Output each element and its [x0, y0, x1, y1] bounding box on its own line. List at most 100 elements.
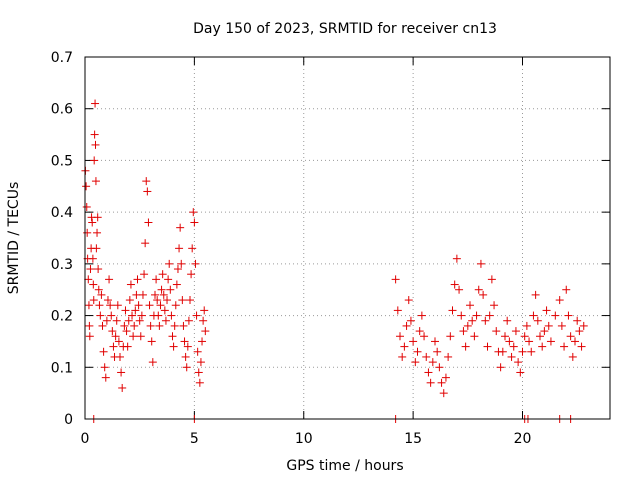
data-point-early-pass-38 [108, 327, 117, 336]
data-point-early-pass-109 [186, 296, 194, 305]
grid-layer [85, 57, 610, 419]
data-point-late-pass-77 [564, 311, 573, 320]
data-point-late-pass-67 [538, 342, 547, 351]
data-point-early-pass-77 [151, 290, 159, 299]
data-point-early-pass-95 [170, 321, 179, 330]
data-point-early-pass-8 [85, 332, 94, 341]
data-point-early-pass-37 [107, 311, 116, 320]
data-point-early-pass-108 [184, 316, 193, 325]
y-tick-label-6: 0.6 [51, 102, 73, 118]
data-point-early-pass-114 [191, 259, 200, 268]
data-point-late-pass-35 [468, 316, 477, 325]
data-point-early-pass-89 [164, 275, 173, 284]
data-point-late-pass-34 [466, 301, 474, 310]
data-point-late-pass-27 [450, 280, 459, 289]
data-point-late-pass-78 [566, 332, 575, 341]
data-point-late-pass-36 [470, 332, 479, 341]
data-point-early-pass-12 [88, 218, 97, 227]
data-point-early-pass-119 [196, 358, 205, 367]
data-point-early-pass-41 [111, 332, 120, 341]
data-point-early-pass-54 [125, 296, 134, 305]
data-point-late-pass-38 [474, 285, 483, 294]
data-point-early-pass-120 [198, 337, 207, 346]
data-point-late-pass-82 [575, 327, 584, 336]
data-point-early-pass-105 [181, 352, 190, 361]
data-point-late-pass-81 [573, 316, 582, 325]
data-point-late-pass-31 [459, 327, 468, 336]
data-point-early-pass-75 [148, 358, 157, 367]
data-point-late-pass-56 [514, 358, 523, 367]
data-point-late-pass-51 [503, 316, 512, 325]
data-point-late-pass-59 [520, 332, 529, 341]
data-point-early-pass-91 [166, 285, 175, 294]
data-point-late-pass-74 [557, 321, 566, 330]
data-point-early-pass-7 [85, 321, 94, 330]
data-point-early-pass-23 [93, 213, 102, 222]
data-point-late-pass-41 [481, 316, 490, 325]
data-point-early-pass-88 [163, 296, 172, 305]
y-tick-label-1: 0.1 [51, 360, 73, 376]
data-point-late-pass-24 [444, 352, 453, 361]
data-point-late-pass-45 [490, 301, 499, 310]
data-point-late-pass-53 [507, 352, 516, 361]
data-point-early-pass-56 [128, 311, 137, 320]
data-point-early-pass-26 [95, 301, 104, 310]
data-point-late-pass-37 [472, 311, 481, 320]
data-point-late-pass-0 [391, 275, 400, 284]
data-point-late-pass-57 [516, 368, 525, 377]
data-point-early-pass-6 [84, 301, 93, 310]
data-point-early-pass-106 [182, 363, 191, 372]
data-point-early-pass-72 [145, 301, 154, 310]
data-point-early-pass-46 [117, 368, 126, 377]
data-point-early-pass-84 [158, 270, 167, 279]
data-point-late-pass-80 [571, 337, 579, 346]
data-point-early-pass-24 [94, 265, 103, 274]
plot-frame [84, 56, 611, 420]
data-point-late-pass-63 [529, 311, 538, 320]
data-point-late-pass-46 [492, 327, 501, 336]
data-point-late-pass-4 [400, 342, 409, 351]
x-tick-label-2: 10 [295, 431, 313, 447]
data-point-late-pass-33 [463, 321, 472, 330]
data-point-early-pass-47 [118, 383, 127, 392]
data-point-late-pass-18 [431, 337, 439, 346]
data-point-late-pass-9 [411, 358, 420, 367]
data-point-early-pass-19 [91, 140, 100, 149]
data-point-late-pass-3 [398, 352, 407, 361]
data-point-early-pass-16 [90, 156, 99, 165]
x-tick-label-3: 15 [404, 431, 422, 447]
data-point-late-pass-14 [422, 352, 431, 361]
data-point-late-pass-2 [396, 332, 404, 341]
data-point-early-pass-18 [91, 99, 100, 108]
data-point-late-pass-6 [404, 296, 413, 305]
ticks-layer: 0 5 10 15 20 0 0.1 0.2 0.3 0.4 0.5 0.6 0.7 [51, 50, 610, 447]
data-point-early-pass-85 [159, 290, 168, 299]
data-point-early-pass-44 [114, 337, 123, 346]
data-point-early-pass-73 [146, 321, 155, 330]
data-point-early-pass-100 [176, 223, 185, 232]
data-point-early-pass-1 [82, 182, 91, 191]
data-point-early-pass-92 [167, 311, 176, 320]
data-point-early-pass-96 [171, 301, 180, 310]
data-point-early-pass-104 [180, 337, 189, 346]
data-point-early-pass-117 [194, 368, 203, 377]
data-point-late-pass-49 [498, 347, 507, 356]
data-point-late-pass-1 [393, 306, 402, 315]
data-point-early-pass-49 [120, 321, 129, 330]
data-point-late-pass-64 [531, 290, 540, 299]
data-point-early-pass-103 [179, 321, 188, 330]
data-point-early-pass-86 [160, 306, 169, 315]
chart-title: Day 150 of 2023, SRMTID for receiver cn1… [193, 21, 497, 37]
y-tick-label-2: 0.2 [51, 309, 73, 325]
data-point-early-pass-107 [183, 342, 192, 351]
data-point-early-pass-70 [143, 187, 152, 196]
data-point-late-pass-44 [487, 275, 496, 284]
x-tick-label-0: 0 [81, 431, 90, 447]
data-point-early-pass-61 [133, 275, 142, 284]
data-point-early-pass-94 [169, 342, 178, 351]
y-tick-label-7: 0.7 [51, 50, 73, 66]
data-point-early-pass-71 [144, 218, 153, 227]
data-point-early-pass-111 [188, 244, 197, 253]
data-point-early-pass-82 [156, 301, 165, 310]
data-point-late-pass-76 [562, 285, 571, 294]
